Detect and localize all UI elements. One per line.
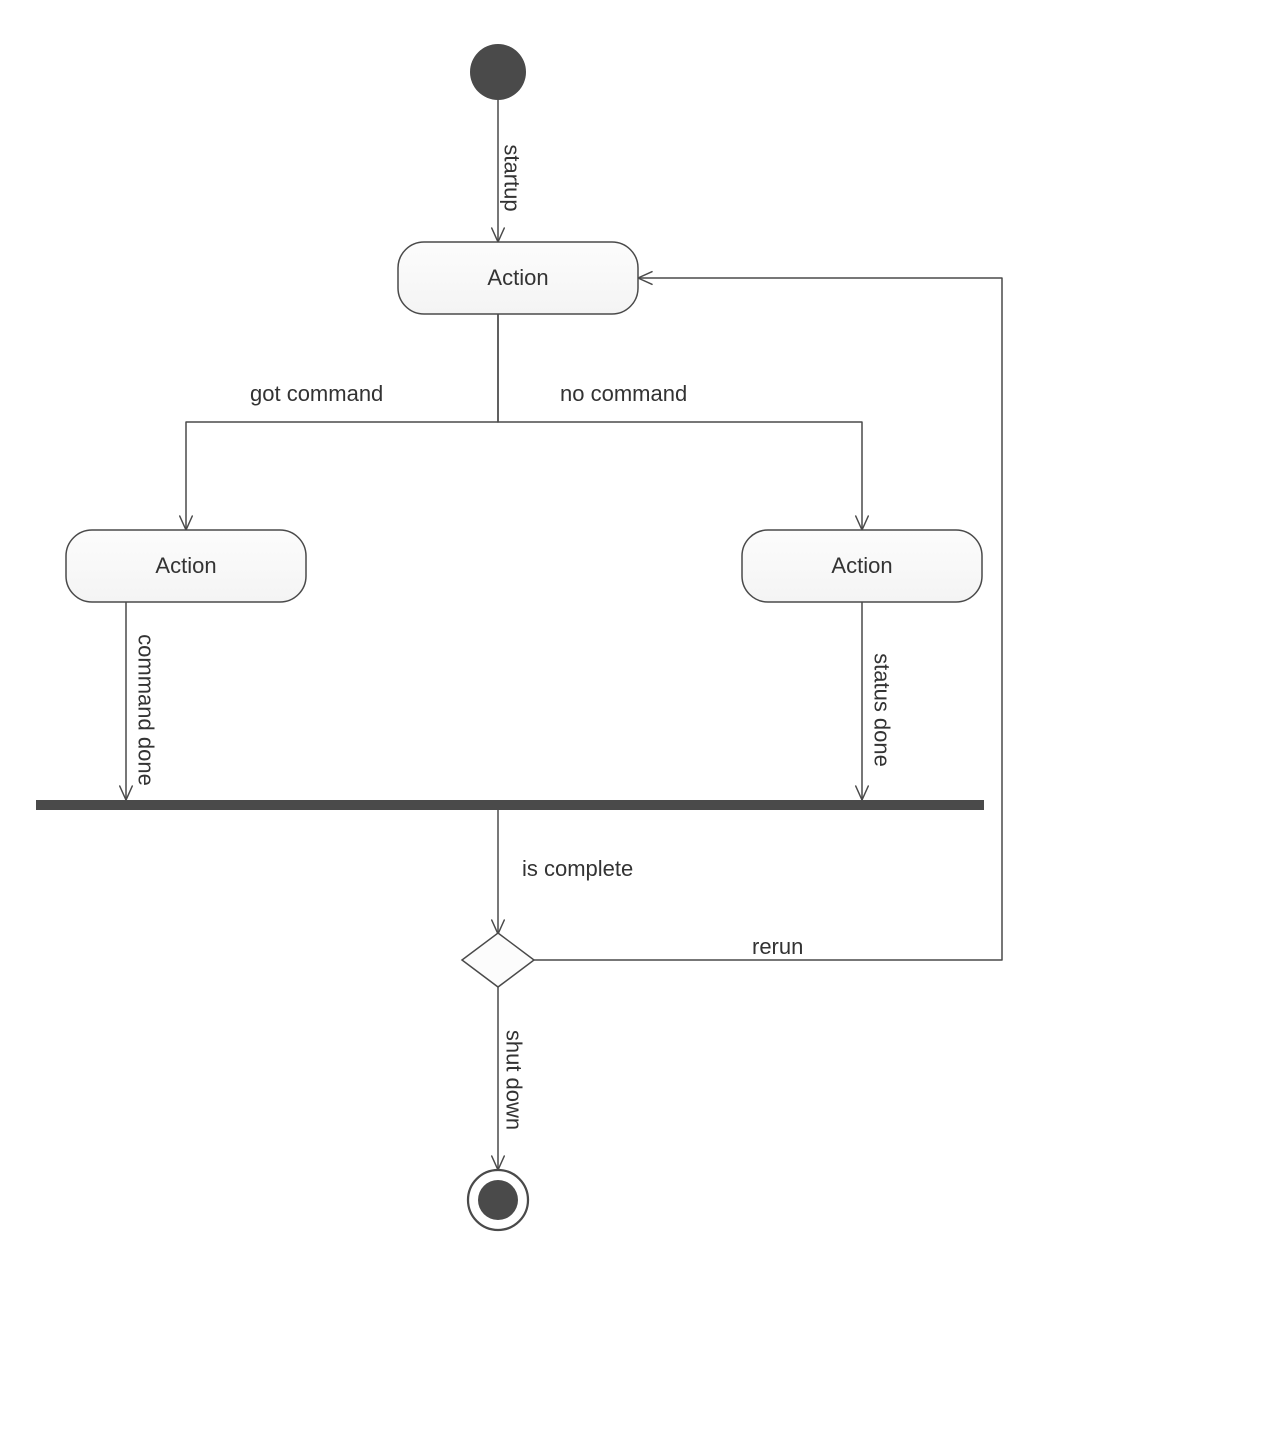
edge-label-e_rerun: rerun: [752, 934, 803, 959]
action-node-1-label: Action: [487, 265, 548, 290]
edge-label-e_shut: shut down: [502, 1030, 527, 1130]
action-node-3-label: Action: [831, 553, 892, 578]
join-bar: [36, 800, 984, 810]
action-node-3: Action: [742, 530, 982, 602]
final-node: [468, 1170, 528, 1230]
edge-label-e_nocmd: no command: [560, 381, 687, 406]
edge-label-e_cmddone: command done: [134, 634, 159, 786]
edge-label-e_start: startup: [500, 144, 525, 211]
edge-label-e_gotcmd: got command: [250, 381, 383, 406]
action-node-2: Action: [66, 530, 306, 602]
edge-label-e_statdone: status done: [870, 653, 895, 767]
edge-label-e_iscomp: is complete: [522, 856, 633, 881]
action-node-1: Action: [398, 242, 638, 314]
action-node-2-label: Action: [155, 553, 216, 578]
initial-node: [470, 44, 526, 100]
activity-diagram: startup got command no command command done…: [0, 0, 1288, 1438]
